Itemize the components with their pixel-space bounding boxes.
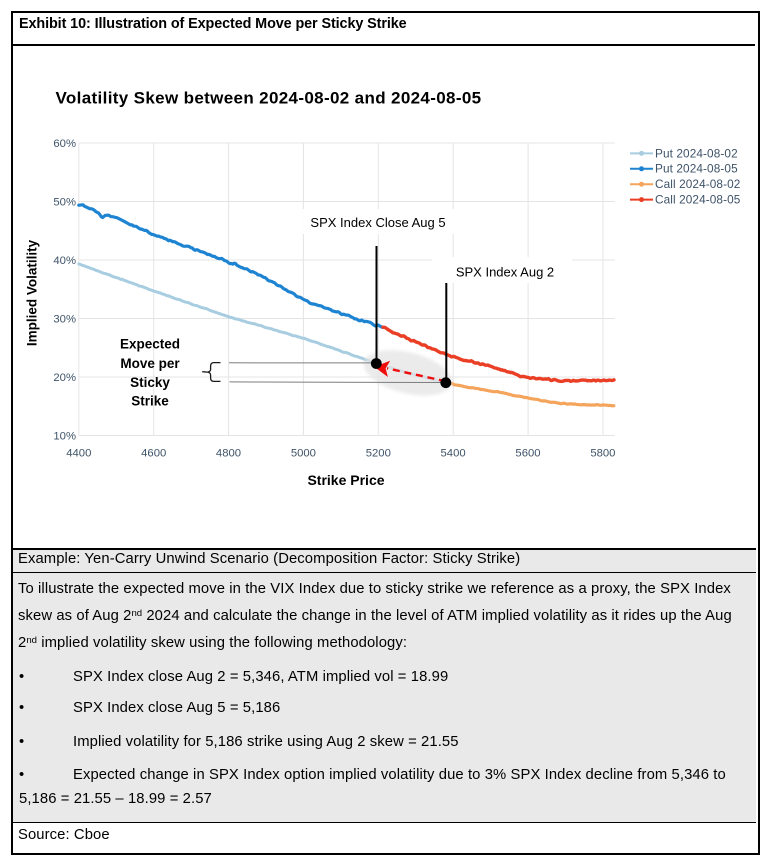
svg-text:Strike Price: Strike Price — [307, 472, 384, 488]
svg-text:Implied Volatility: Implied Volatility — [25, 239, 40, 346]
svg-text:4400: 4400 — [66, 448, 91, 460]
svg-text:50%: 50% — [53, 196, 76, 208]
svg-text:5200: 5200 — [366, 448, 391, 460]
svg-text:Sticky: Sticky — [130, 375, 170, 390]
svg-text:Move per: Move per — [120, 356, 180, 371]
svg-text:30%: 30% — [53, 313, 76, 325]
svg-text:5600: 5600 — [515, 448, 540, 460]
svg-text:Expected: Expected — [120, 337, 180, 352]
svg-text:5400: 5400 — [441, 448, 466, 460]
svg-text:Volatility Skew between 2024-0: Volatility Skew between 2024-08-02 and 2… — [56, 89, 482, 108]
svg-text:40%: 40% — [53, 255, 76, 267]
svg-text:20%: 20% — [53, 372, 76, 384]
svg-text:Strike: Strike — [131, 393, 169, 408]
svg-text:5000: 5000 — [291, 448, 316, 460]
svg-text:10%: 10% — [53, 430, 76, 442]
svg-text:Put 2024-08-02: Put 2024-08-02 — [655, 146, 738, 160]
svg-text:Put 2024-08-05: Put 2024-08-05 — [655, 162, 738, 176]
svg-text:SPX Index Close Aug 5: SPX Index Close Aug 5 — [310, 215, 445, 230]
svg-text:4600: 4600 — [141, 448, 166, 460]
svg-text:Call 2024-08-02: Call 2024-08-02 — [655, 177, 740, 191]
svg-text:4800: 4800 — [216, 448, 241, 460]
svg-text:SPX Index Aug 2: SPX Index Aug 2 — [456, 264, 554, 279]
svg-text:5800: 5800 — [590, 448, 615, 460]
svg-text:60%: 60% — [53, 138, 76, 150]
svg-text:Call 2024-08-05: Call 2024-08-05 — [655, 193, 741, 207]
